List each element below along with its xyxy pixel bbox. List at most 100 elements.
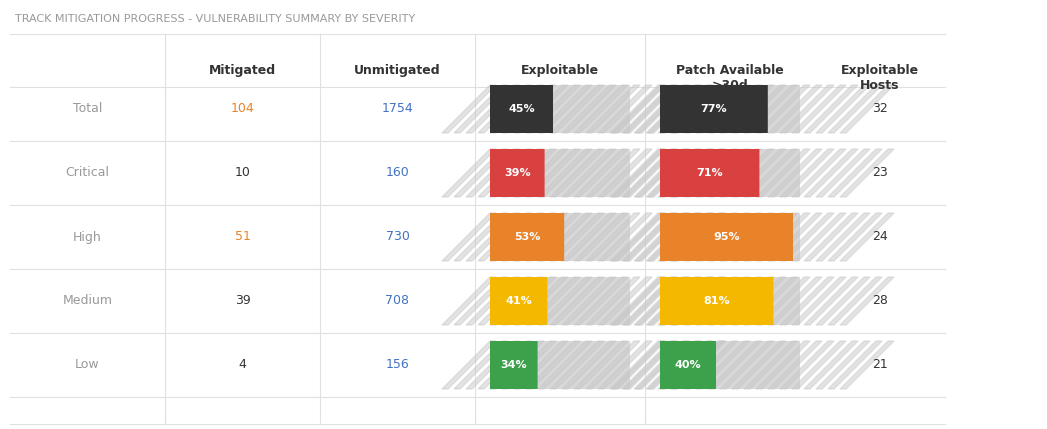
- FancyBboxPatch shape: [490, 213, 630, 261]
- Polygon shape: [610, 277, 664, 325]
- Polygon shape: [636, 85, 690, 133]
- Polygon shape: [610, 85, 664, 133]
- FancyBboxPatch shape: [660, 85, 800, 133]
- Polygon shape: [660, 277, 714, 325]
- Polygon shape: [756, 277, 810, 325]
- Polygon shape: [586, 213, 640, 261]
- Polygon shape: [696, 341, 750, 389]
- Polygon shape: [804, 277, 857, 325]
- Polygon shape: [780, 213, 834, 261]
- Polygon shape: [610, 213, 664, 261]
- Polygon shape: [828, 85, 882, 133]
- Polygon shape: [792, 85, 846, 133]
- Polygon shape: [598, 85, 652, 133]
- Polygon shape: [670, 85, 723, 133]
- Polygon shape: [562, 149, 616, 197]
- Polygon shape: [658, 341, 712, 389]
- Polygon shape: [756, 213, 810, 261]
- Polygon shape: [454, 149, 508, 197]
- Polygon shape: [696, 277, 750, 325]
- Polygon shape: [466, 213, 520, 261]
- Polygon shape: [562, 213, 616, 261]
- Text: Critical: Critical: [66, 166, 110, 179]
- Polygon shape: [708, 341, 762, 389]
- Text: 10: 10: [235, 166, 250, 179]
- Polygon shape: [526, 213, 580, 261]
- Polygon shape: [648, 277, 701, 325]
- Polygon shape: [636, 149, 690, 197]
- Polygon shape: [780, 85, 834, 133]
- Polygon shape: [684, 149, 738, 197]
- Polygon shape: [658, 149, 712, 197]
- Polygon shape: [792, 149, 846, 197]
- Text: 53%: 53%: [514, 232, 540, 242]
- FancyBboxPatch shape: [490, 277, 548, 325]
- Polygon shape: [732, 85, 786, 133]
- Polygon shape: [646, 213, 700, 261]
- Polygon shape: [562, 85, 616, 133]
- Polygon shape: [708, 277, 762, 325]
- Polygon shape: [660, 213, 714, 261]
- Polygon shape: [840, 277, 894, 325]
- Polygon shape: [598, 149, 652, 197]
- Polygon shape: [768, 85, 822, 133]
- Polygon shape: [514, 341, 569, 389]
- Polygon shape: [660, 341, 714, 389]
- Text: 34%: 34%: [500, 360, 527, 370]
- Polygon shape: [646, 149, 700, 197]
- Polygon shape: [658, 213, 712, 261]
- Polygon shape: [636, 341, 690, 389]
- Text: Patch Available
>30d: Patch Available >30d: [676, 64, 784, 92]
- Polygon shape: [586, 149, 640, 197]
- Polygon shape: [502, 341, 556, 389]
- Text: 77%: 77%: [700, 104, 728, 114]
- Text: 24: 24: [872, 230, 888, 244]
- FancyBboxPatch shape: [660, 149, 800, 197]
- Polygon shape: [768, 149, 822, 197]
- Text: 1754: 1754: [381, 103, 414, 115]
- Polygon shape: [574, 213, 628, 261]
- Polygon shape: [816, 85, 870, 133]
- Polygon shape: [502, 213, 556, 261]
- Text: 41%: 41%: [506, 296, 532, 306]
- Polygon shape: [708, 213, 762, 261]
- Polygon shape: [672, 277, 726, 325]
- Text: 23: 23: [872, 166, 888, 179]
- Polygon shape: [622, 149, 676, 197]
- Text: Medium: Medium: [63, 294, 112, 308]
- Polygon shape: [744, 149, 798, 197]
- Polygon shape: [708, 85, 762, 133]
- Polygon shape: [514, 213, 569, 261]
- FancyBboxPatch shape: [490, 149, 544, 197]
- Text: 4: 4: [239, 359, 246, 372]
- Polygon shape: [562, 341, 616, 389]
- Text: 39: 39: [235, 294, 250, 308]
- Polygon shape: [670, 149, 723, 197]
- Text: 45%: 45%: [508, 104, 535, 114]
- Polygon shape: [478, 149, 532, 197]
- Text: Total: Total: [73, 103, 103, 115]
- Polygon shape: [586, 341, 640, 389]
- Polygon shape: [840, 149, 894, 197]
- Polygon shape: [720, 213, 774, 261]
- Polygon shape: [816, 277, 870, 325]
- Polygon shape: [478, 341, 532, 389]
- Polygon shape: [804, 213, 857, 261]
- Polygon shape: [684, 213, 738, 261]
- Polygon shape: [502, 277, 556, 325]
- Polygon shape: [538, 277, 592, 325]
- Polygon shape: [538, 341, 592, 389]
- Polygon shape: [598, 277, 652, 325]
- Polygon shape: [598, 213, 652, 261]
- Polygon shape: [634, 85, 688, 133]
- Polygon shape: [490, 213, 544, 261]
- Polygon shape: [828, 341, 882, 389]
- Text: 40%: 40%: [674, 360, 701, 370]
- Text: 708: 708: [385, 294, 409, 308]
- Polygon shape: [744, 341, 798, 389]
- Polygon shape: [670, 341, 723, 389]
- Polygon shape: [768, 213, 822, 261]
- Polygon shape: [780, 277, 834, 325]
- Polygon shape: [624, 213, 678, 261]
- Polygon shape: [442, 341, 496, 389]
